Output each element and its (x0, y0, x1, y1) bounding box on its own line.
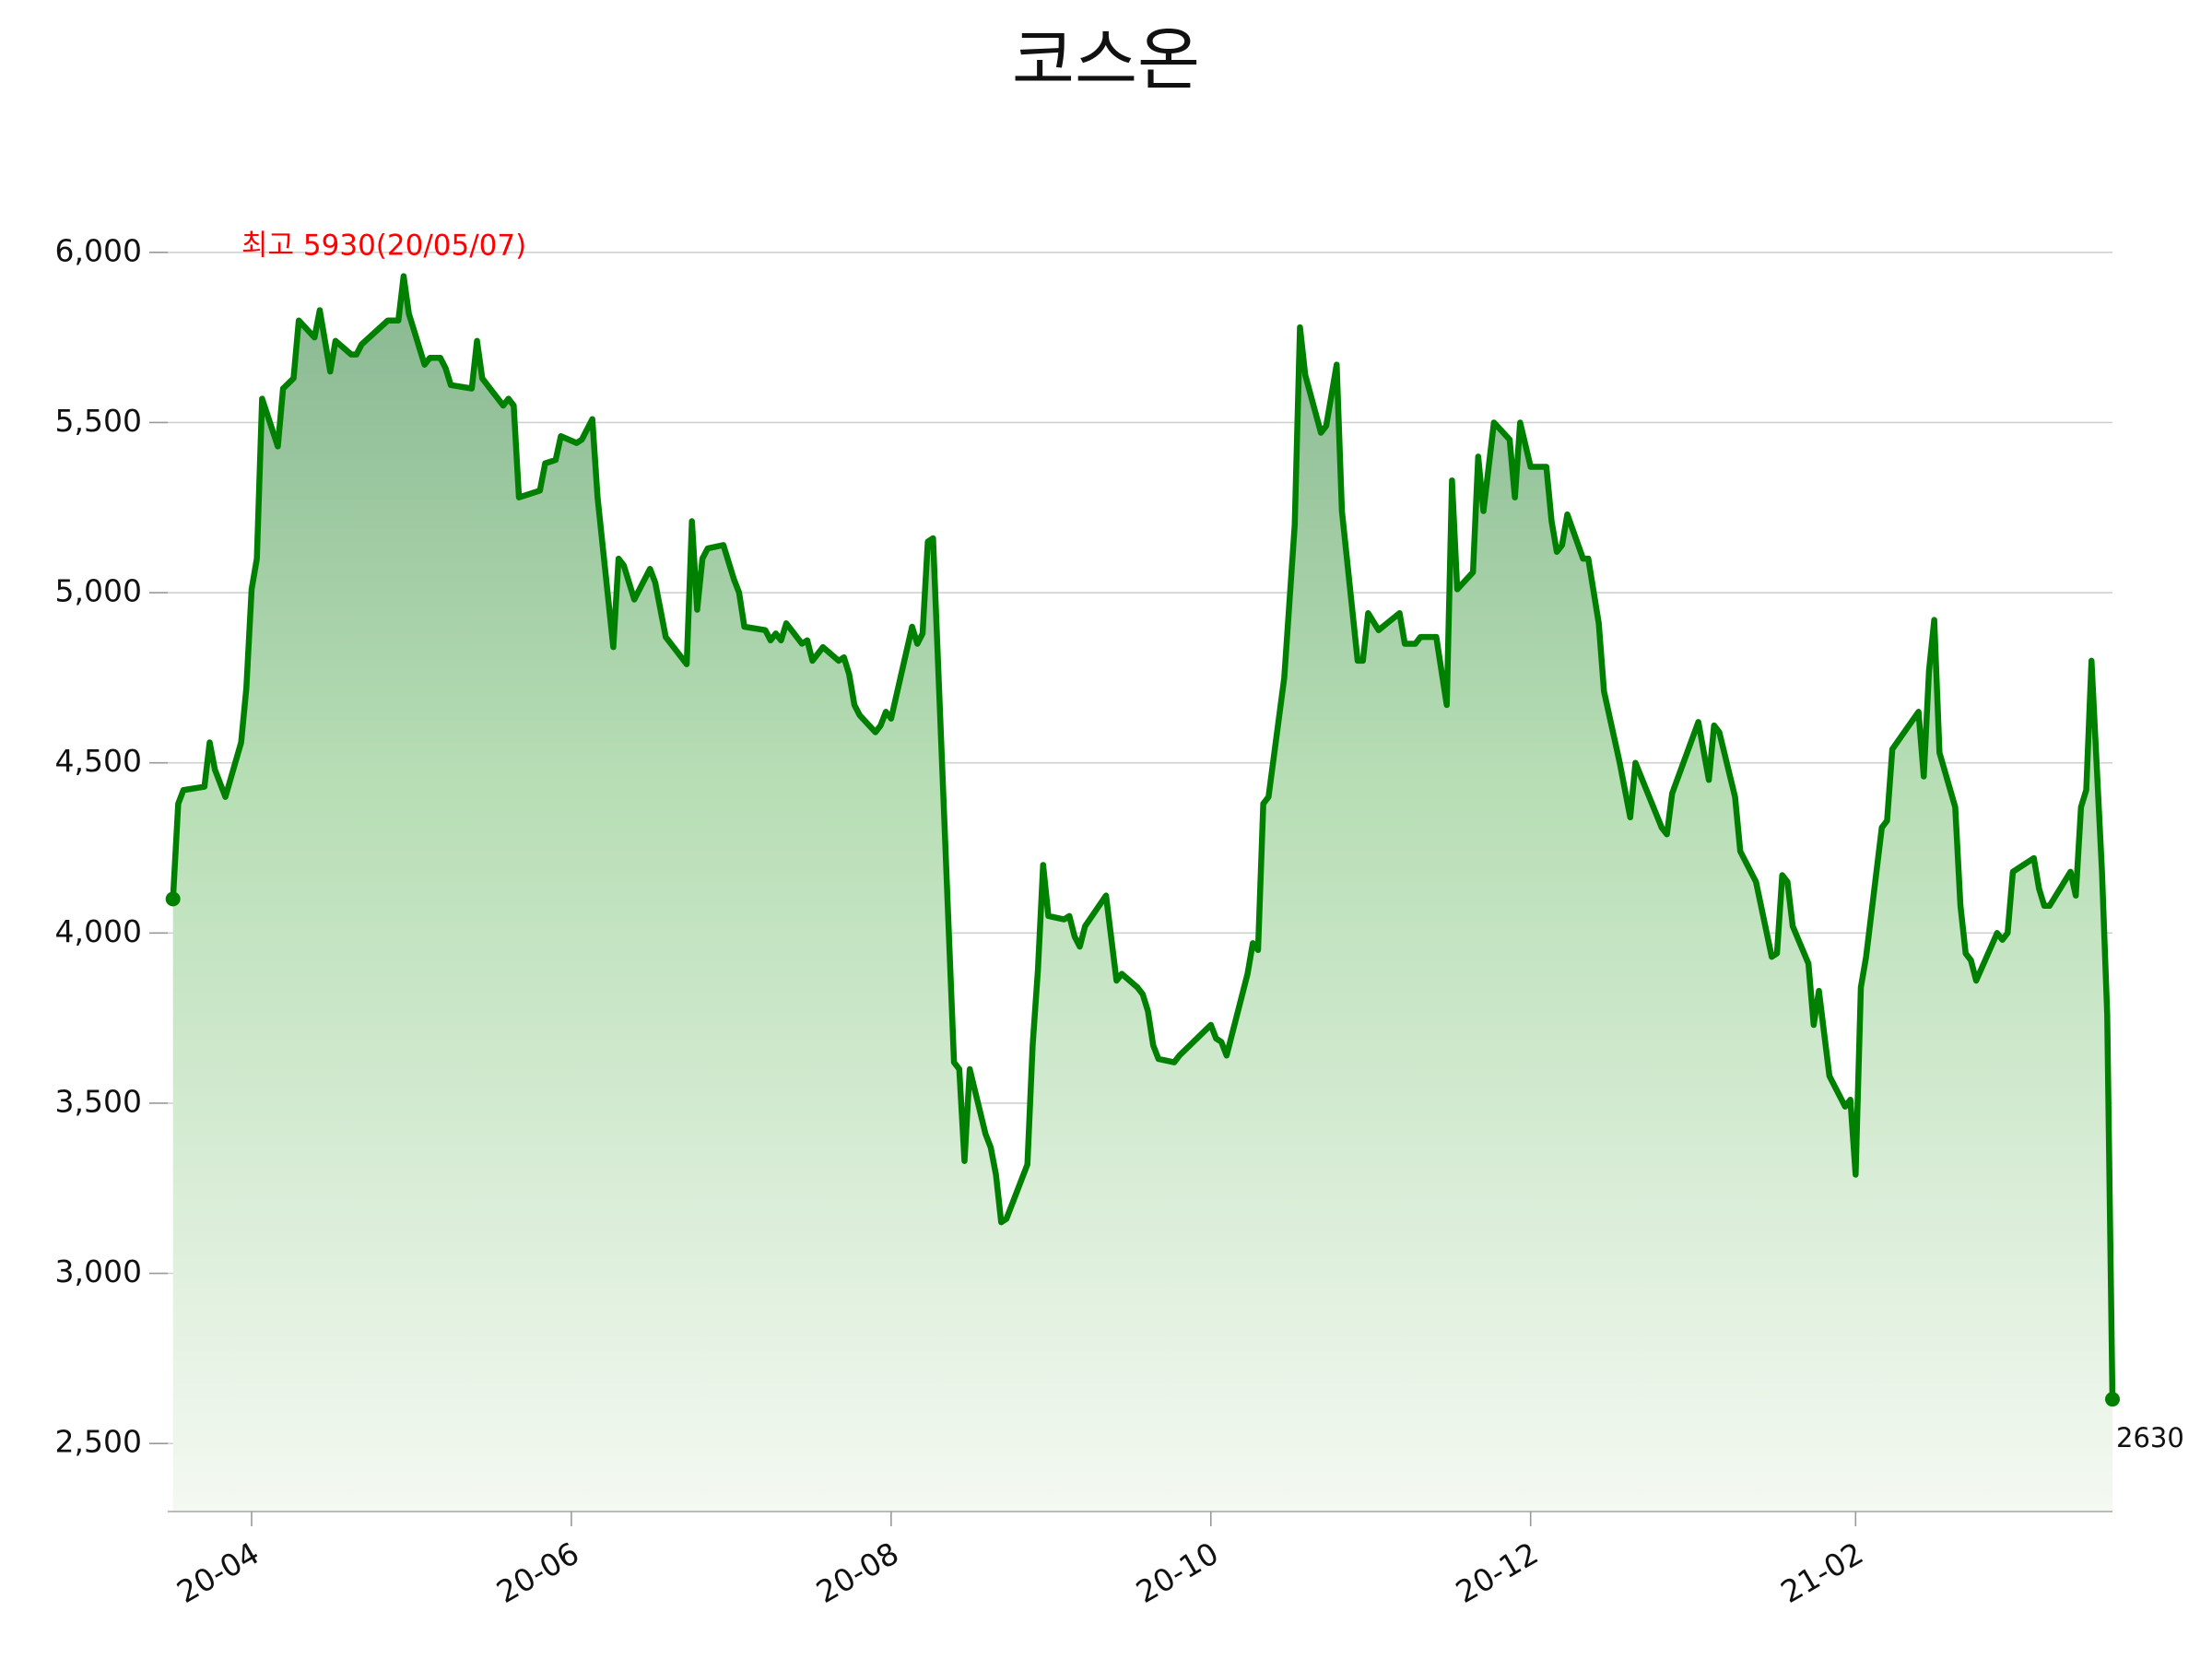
x-tick-label: 20-08 (810, 1535, 905, 1610)
x-tick-label: 21-02 (1775, 1535, 1870, 1610)
y-tick-label: 3,000 (55, 1253, 142, 1289)
y-tick-label: 2,500 (55, 1424, 142, 1460)
end-marker (165, 891, 181, 907)
end-marker (2105, 1392, 2120, 1407)
y-tick-label: 4,500 (55, 743, 142, 779)
x-tick-label: 20-10 (1130, 1535, 1225, 1610)
y-tick-label: 6,000 (55, 232, 142, 268)
x-tick-label: 20-06 (490, 1535, 585, 1610)
x-tick-label: 20-04 (171, 1535, 265, 1610)
y-tick-label: 5,500 (55, 403, 142, 439)
y-tick-label: 5,000 (55, 573, 142, 609)
y-tick-label: 4,000 (55, 913, 142, 949)
line (170, 273, 2116, 1400)
chart-title: 코스온 (1012, 21, 1200, 100)
area (172, 276, 2112, 1512)
y-tick-label: 3,500 (55, 1083, 142, 1119)
max-annotation: 최고 5930(20/05/07) (241, 229, 526, 263)
end-label: 2630 (2116, 1422, 2184, 1453)
x-tick-label: 20-12 (1450, 1535, 1545, 1610)
